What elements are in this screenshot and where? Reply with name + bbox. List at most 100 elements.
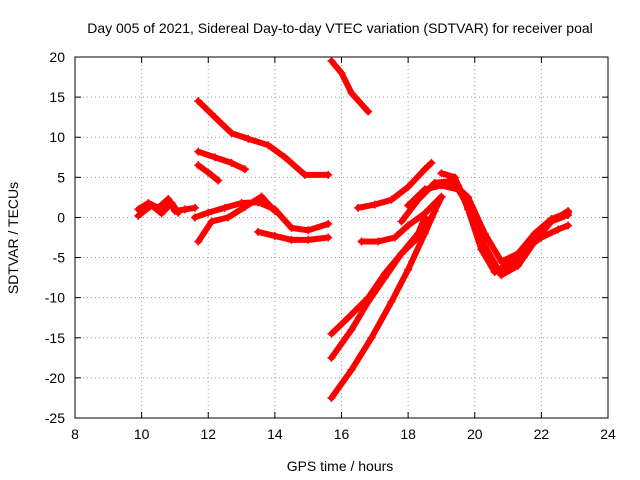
data-point-marker xyxy=(514,261,523,270)
data-point-marker xyxy=(270,207,279,216)
data-point-marker xyxy=(147,201,156,210)
data-point-marker xyxy=(370,200,379,209)
x-tick-label: 18 xyxy=(400,426,416,442)
data-point-marker xyxy=(344,313,353,322)
data-point-marker xyxy=(194,237,203,246)
data-point-marker xyxy=(327,329,336,338)
data-point-marker xyxy=(564,221,573,230)
data-point-marker xyxy=(210,153,219,162)
data-point-marker xyxy=(287,223,296,232)
y-tick-label: -25 xyxy=(45,410,65,426)
y-tick-label: -15 xyxy=(45,330,65,346)
y-tick-label: 0 xyxy=(57,209,65,225)
data-point-marker xyxy=(224,213,233,222)
data-point-marker xyxy=(190,203,199,212)
data-point-marker xyxy=(157,209,166,218)
data-point-marker xyxy=(280,153,289,162)
series-s4 xyxy=(195,148,248,173)
data-point-marker xyxy=(437,169,446,178)
data-point-marker xyxy=(530,229,539,238)
data-point-marker xyxy=(327,393,336,402)
y-tick-label: 10 xyxy=(49,129,65,145)
data-point-marker xyxy=(404,265,413,274)
data-point-marker xyxy=(264,141,273,150)
data-point-marker xyxy=(504,263,513,272)
series-s7 xyxy=(195,193,278,245)
x-tick-label: 10 xyxy=(134,426,150,442)
x-tick-label: 24 xyxy=(600,426,616,442)
data-point-marker xyxy=(324,170,333,179)
data-point-marker xyxy=(210,113,219,122)
data-point-marker xyxy=(367,333,376,342)
data-point-marker xyxy=(240,165,249,174)
x-tick-label: 8 xyxy=(71,426,79,442)
data-point-marker xyxy=(287,235,296,244)
data-point-marker xyxy=(244,134,253,143)
y-tick-label: 20 xyxy=(49,49,65,65)
data-point-marker xyxy=(437,181,446,190)
data-point-marker xyxy=(190,213,199,222)
data-point-marker xyxy=(427,158,436,167)
data-point-marker xyxy=(204,168,213,177)
data-point-marker xyxy=(357,237,366,246)
data-point-marker xyxy=(477,245,486,254)
data-point-marker xyxy=(480,229,489,238)
data-point-marker xyxy=(364,297,373,306)
data-point-marker xyxy=(437,193,446,202)
series-s18 xyxy=(448,178,571,265)
data-point-marker xyxy=(327,57,336,66)
data-point-marker xyxy=(134,211,143,220)
data-point-marker xyxy=(397,249,406,258)
data-point-marker xyxy=(257,192,266,201)
data-point-marker xyxy=(214,176,223,185)
data-point-marker xyxy=(240,203,249,212)
data-point-marker xyxy=(397,217,406,226)
x-tick-label: 20 xyxy=(467,426,483,442)
data-point-marker xyxy=(404,182,413,191)
data-point-marker xyxy=(347,325,356,334)
data-point-marker xyxy=(180,205,189,214)
y-tick-label: 5 xyxy=(57,169,65,185)
data-point-marker xyxy=(514,249,523,258)
data-point-marker xyxy=(554,225,563,234)
data-point-marker xyxy=(194,147,203,156)
data-point-marker xyxy=(304,235,313,244)
data-point-marker xyxy=(420,213,429,222)
data-point-marker xyxy=(167,199,176,208)
data-point-marker xyxy=(547,215,556,224)
data-point-marker xyxy=(537,233,546,242)
data-point-marker xyxy=(420,185,429,194)
x-tick-label: 12 xyxy=(200,426,216,442)
data-point-marker xyxy=(227,129,236,138)
data-point-marker xyxy=(324,219,333,228)
data-point-marker xyxy=(194,161,203,170)
data-point-marker xyxy=(447,177,456,186)
x-axis-label: GPS time / hours xyxy=(287,458,394,474)
data-point-marker xyxy=(404,201,413,210)
data-point-marker xyxy=(497,257,506,266)
data-point-marker xyxy=(254,227,263,236)
data-point-marker xyxy=(490,267,499,276)
data-point-marker xyxy=(347,365,356,374)
series-s3 xyxy=(195,98,332,178)
data-point-marker xyxy=(347,89,356,98)
data-point-marker xyxy=(564,208,573,217)
data-point-marker xyxy=(374,237,383,246)
data-point-marker xyxy=(390,233,399,242)
data-point-marker xyxy=(420,229,429,238)
data-point-marker xyxy=(404,221,413,230)
data-point-marker xyxy=(387,297,396,306)
data-point-marker xyxy=(450,173,459,182)
y-tick-label: 15 xyxy=(49,89,65,105)
y-axis-label: SDTVAR / TECUs xyxy=(5,182,21,294)
data-point-marker xyxy=(337,69,346,78)
data-point-marker xyxy=(220,203,229,212)
data-point-marker xyxy=(464,193,473,202)
series-s9 xyxy=(328,58,372,115)
x-tick-label: 16 xyxy=(334,426,350,442)
y-tick-label: -5 xyxy=(53,250,66,266)
y-tick-label: -20 xyxy=(45,370,65,386)
data-point-marker xyxy=(270,231,279,240)
data-point-marker xyxy=(227,158,236,167)
